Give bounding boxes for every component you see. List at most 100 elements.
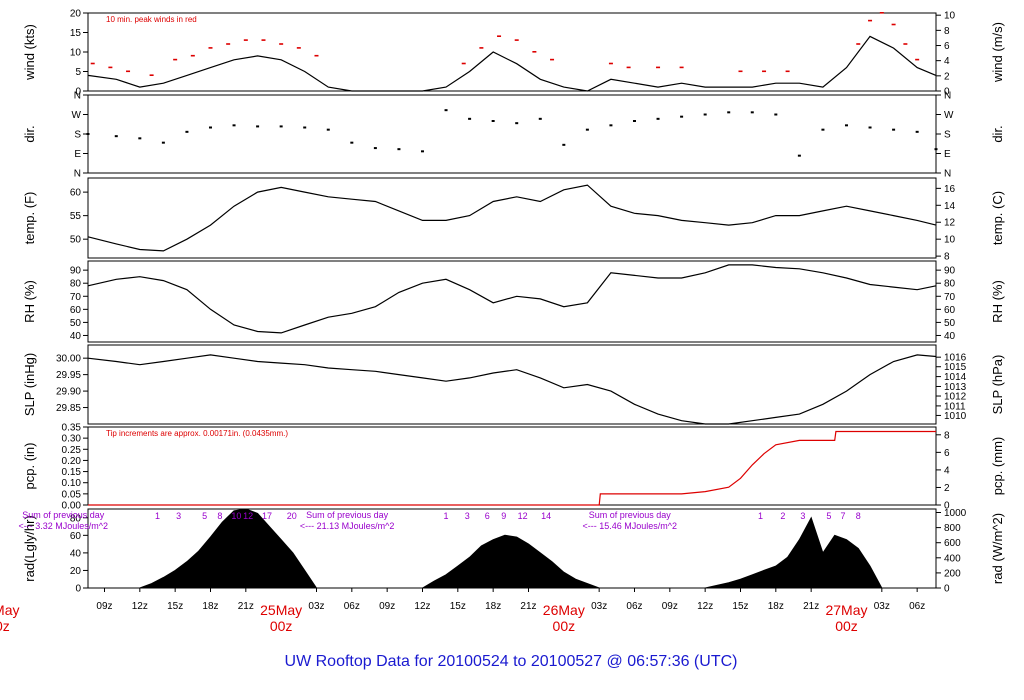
dir-point [821, 128, 825, 131]
wind-right-tick-label: 6 [944, 41, 950, 52]
rad-left-tick-label: 20 [70, 566, 82, 577]
day-label-hour: 00z [0, 618, 10, 634]
rad-hour-marker: 8 [856, 511, 861, 521]
rh-right-tick-label: 50 [944, 318, 956, 329]
time-tick-label: 21z [238, 601, 254, 612]
day-label-date: 24May [0, 602, 20, 618]
pcp-left-tick-label: 0.20 [62, 456, 82, 467]
temp-line [87, 184, 937, 252]
temp-ylabel: temp. (F) [22, 192, 37, 245]
rad-daily-sum-title: Sum of previous day [589, 510, 672, 520]
dir-point [350, 141, 354, 144]
rh-left-tick-label: 50 [70, 318, 82, 329]
dir-point [797, 154, 801, 157]
rad-hour-marker: 9 [501, 511, 506, 521]
rad-hour-marker: 14 [541, 511, 551, 521]
wind-ylabel-right: wind (m/s) [990, 22, 1005, 83]
rh-right-tick-label: 90 [944, 266, 956, 277]
wind-peak-mark [479, 47, 484, 49]
rad-hour-marker: 2 [780, 511, 785, 521]
dir-point [656, 117, 660, 120]
dir-right-tick-label: E [944, 149, 951, 160]
time-tick-label: 06z [909, 601, 925, 612]
rad-hour-marker: 8 [217, 511, 222, 521]
wind-right-tick-label: 0 [944, 87, 950, 98]
dir-point [515, 122, 519, 125]
dir-point [397, 148, 401, 151]
dir-point [232, 124, 236, 127]
wind-peak-mark [261, 39, 266, 41]
pcp-ylabel-right: pcp. (mm) [990, 437, 1005, 496]
dir-point [326, 128, 330, 131]
wind-annotation: 10 min. peak winds in red [106, 15, 197, 24]
rh-right-tick-label: 80 [944, 279, 956, 290]
pcp-panel-frame [87, 426, 937, 506]
slp-left-tick-label: 30.00 [56, 354, 81, 365]
slp-right-tick-label: 1014 [944, 372, 967, 383]
slp-right-tick-label: 1012 [944, 392, 967, 403]
dir-point [868, 126, 872, 129]
dir-right-tick-label: N [944, 91, 951, 102]
slp-right-tick-label: 1010 [944, 411, 967, 422]
day-label-date: 26May [543, 602, 585, 618]
dir-right-tick-label: W [944, 110, 954, 121]
time-tick-label: 06z [344, 601, 360, 612]
dir-point [114, 135, 118, 138]
slp-right-tick-label: 1011 [944, 401, 966, 412]
pcp-right-tick-label: 2 [944, 483, 950, 494]
temp-ylabel-right: temp. (C) [990, 191, 1005, 245]
time-tick-label: 06z [626, 601, 642, 612]
wind-peak-mark [296, 47, 301, 49]
rh-panel-frame [87, 260, 937, 343]
time-tick-label: 21z [520, 601, 536, 612]
dir-point [303, 126, 307, 129]
slp-ylabel-right: SLP (hPa) [990, 355, 1005, 415]
rh-left-tick-label: 80 [70, 279, 82, 290]
dir-point [538, 117, 542, 120]
dir-ylabel: dir. [22, 125, 37, 142]
rad-hour-marker: 5 [202, 511, 207, 521]
time-tick-label: 18z [485, 601, 501, 612]
wind-peak-mark [243, 39, 248, 41]
dir-point [844, 124, 848, 127]
slp-left-tick-label: 29.85 [56, 403, 81, 414]
time-tick-label: 03z [308, 601, 324, 612]
rad-daily-sum-value: <--- 21.13 MJoules/m^2 [300, 521, 395, 531]
dir-point [727, 111, 731, 114]
day-label-hour: 00z [270, 618, 293, 634]
dir-point [609, 124, 613, 127]
wind-left-tick-label: 5 [75, 67, 81, 78]
rh-right-tick-label: 40 [944, 331, 956, 342]
wind-peak-mark [879, 12, 884, 14]
wind-left-tick-label: 20 [70, 9, 82, 20]
temp-panel-frame [87, 177, 937, 259]
dir-point [86, 133, 90, 135]
dir-point [279, 125, 283, 128]
dir-point [680, 115, 684, 118]
wind-right-tick-label: 4 [944, 56, 950, 67]
wind-peak-mark [279, 43, 284, 45]
dir-left-tick-label: W [72, 110, 82, 121]
day-label-hour: 00z [553, 618, 576, 634]
time-tick-label: 18z [202, 601, 218, 612]
dir-point [892, 128, 896, 131]
wind-peak-mark [868, 19, 873, 22]
slp-panel-frame [87, 344, 937, 425]
wind-peak-mark [656, 66, 661, 69]
wind-peak-mark [856, 43, 861, 45]
dir-point [444, 109, 448, 112]
pcp-left-tick-label: 0.35 [62, 423, 82, 434]
slp-right-tick-label: 1013 [944, 382, 967, 393]
rad-hour-marker: 20 [287, 511, 297, 521]
rad-hour-marker: 1 [155, 511, 160, 521]
wind-peak-mark [762, 70, 767, 73]
slp-line [87, 354, 937, 425]
wind-peak-mark [149, 74, 154, 76]
dir-point [585, 128, 589, 131]
rad-hour-marker: 6 [485, 511, 490, 521]
rad-right-tick-label: 800 [944, 523, 961, 534]
dir-point [491, 120, 495, 122]
dir-left-tick-label: N [74, 169, 81, 180]
rad-right-tick-label: 600 [944, 538, 961, 549]
